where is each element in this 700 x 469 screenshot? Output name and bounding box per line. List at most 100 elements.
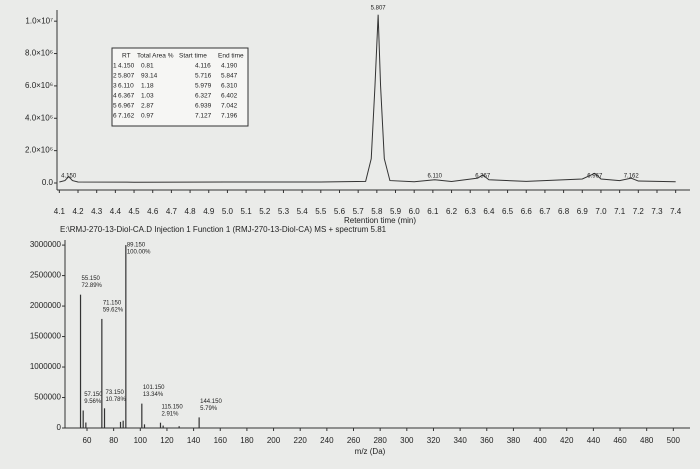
x-tick-label: 5.9 [390, 207, 402, 216]
x-tick-label: 6.3 [465, 207, 477, 216]
peak-mz-label: 101.150 [143, 385, 165, 391]
peak-value-label: 100.00% [127, 250, 151, 256]
table-cell: 5 [113, 103, 117, 110]
peak-label: 7.162 [624, 174, 640, 180]
spectrum-peak [125, 245, 127, 428]
x-tick-label: 5.1 [241, 207, 253, 216]
table-cell: 6.110 [118, 83, 134, 90]
peak-mz-label: 115.150 [161, 404, 183, 410]
peak-value-label: 13.34% [143, 392, 164, 398]
x-tick-label: 6.9 [577, 207, 589, 216]
x-tick-label: 7.3 [651, 207, 663, 216]
chromatogram-line [59, 14, 676, 183]
x-tick-label: 80 [109, 436, 118, 445]
x-tick-label: 5.0 [222, 207, 234, 216]
x-tick-label: 420 [560, 436, 574, 445]
table-cell: 1 [113, 63, 117, 70]
x-tick-label: 4.2 [72, 207, 84, 216]
spectrum-peak [159, 422, 162, 428]
y-tick-label: 2.0×10⁶ [25, 146, 53, 155]
peak-mz-label: 73.150 [106, 390, 125, 396]
spectrum-peak [141, 403, 143, 428]
x-tick-label: 5.2 [259, 207, 271, 216]
y-tick-label: 1500000 [30, 332, 62, 341]
table-cell: 7.196 [221, 113, 238, 120]
x-tick-label: 120 [160, 436, 174, 445]
x-tick-label: 5.4 [297, 207, 309, 216]
x-tick-label: 7.4 [670, 207, 682, 216]
table-cell: 6.310 [221, 83, 238, 90]
x-tick-label: 5.5 [315, 207, 327, 216]
table-cell: 6.367 [118, 93, 135, 100]
x-tick-label: 6.6 [521, 207, 533, 216]
table-cell: 2.87 [141, 103, 154, 110]
spectrum-peak [79, 294, 82, 428]
y-tick-label: 3000000 [30, 240, 62, 249]
x-tick-label: 100 [134, 436, 148, 445]
x-tick-label: 60 [83, 436, 92, 445]
peak-label: 5.807 [371, 6, 387, 12]
x-tick-label: 180 [240, 436, 254, 445]
spectrum-peak [85, 422, 87, 428]
y-tick-label: 2000000 [30, 301, 62, 310]
spectrum-peak [101, 318, 103, 428]
x-tick-label: 500 [667, 436, 681, 445]
table-cell: 4.150 [118, 63, 135, 70]
x-tick-label: 5.3 [278, 207, 290, 216]
table-header: End time [218, 53, 244, 60]
x-tick-label: 460 [613, 436, 627, 445]
spectrum-peak [178, 426, 180, 428]
x-tick-label: 320 [427, 436, 441, 445]
spectrum-peak [103, 408, 106, 428]
y-tick-label: 8.0×10⁶ [25, 49, 53, 58]
x-tick-label: 220 [294, 436, 308, 445]
table-cell: 6.402 [221, 93, 238, 100]
peak-mz-label: 55.150 [82, 276, 101, 282]
peak-mz-label: 144.150 [200, 399, 222, 405]
table-cell: 6.967 [118, 103, 135, 110]
x-tick-label: 160 [214, 436, 228, 445]
x-tick-label: 7.0 [595, 207, 607, 216]
spectrum-peak [162, 425, 164, 428]
x-tick-label: 380 [507, 436, 521, 445]
peak-value-label: 72.89% [82, 283, 103, 289]
x-tick-label: 140 [187, 436, 201, 445]
table-cell: 7.042 [221, 103, 238, 110]
spectrum-peak [82, 410, 84, 428]
x-tick-label: 6.7 [539, 207, 551, 216]
peak-value-label: 59.62% [103, 308, 124, 314]
table-cell: 6.939 [195, 103, 212, 110]
table-header: Total Area % [137, 53, 174, 60]
table-cell: 5.807 [118, 73, 135, 80]
table-cell: 5.716 [195, 73, 212, 80]
peak-value-label: 9.56% [84, 399, 102, 405]
x-tick-label: 7.2 [633, 207, 645, 216]
spectrum-peak [198, 417, 200, 428]
y-tick-label: 500000 [34, 393, 61, 402]
table-cell: 4.190 [221, 63, 238, 70]
table-cell: 93.14 [141, 73, 158, 80]
table-cell: 6.327 [195, 93, 212, 100]
x-tick-label: 260 [347, 436, 361, 445]
table-cell: 4.116 [195, 63, 211, 70]
table-box [111, 47, 249, 127]
table-cell: 0.81 [141, 63, 154, 70]
peak-label: 6.110 [427, 174, 442, 180]
table-cell: 6 [113, 113, 117, 120]
table-cell: 4 [113, 93, 117, 100]
x-tick-label: 6.1 [427, 207, 439, 216]
x-tick-label: 300 [400, 436, 414, 445]
peak-value-label: 2.91% [161, 411, 179, 417]
table-cell: 5.847 [221, 73, 238, 80]
x-axis-label: Retention time (min) [344, 216, 416, 225]
y-tick-label: 2500000 [30, 271, 62, 280]
x-tick-label: 4.3 [91, 207, 103, 216]
peak-value-label: 10.78% [106, 397, 127, 403]
table-cell: 7.127 [195, 113, 212, 120]
peak-value-label: 5.79% [200, 406, 218, 412]
y-tick-label: 1000000 [30, 362, 62, 371]
peak-label: 4.150 [61, 174, 77, 180]
spectrum-peak [143, 424, 146, 428]
